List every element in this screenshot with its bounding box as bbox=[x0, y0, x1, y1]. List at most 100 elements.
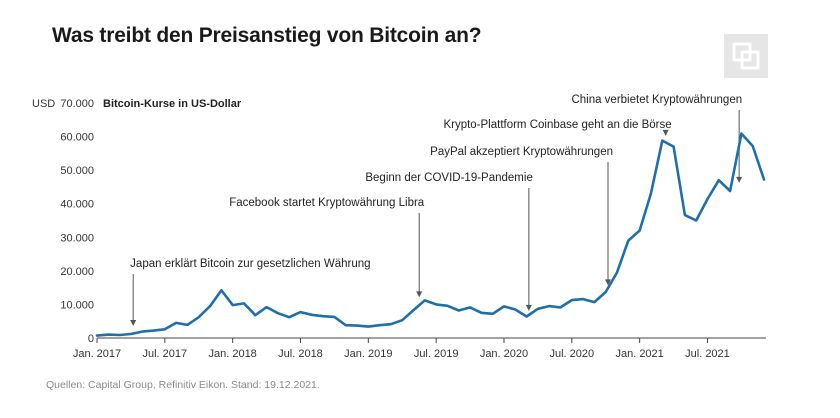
data-point bbox=[706, 198, 709, 200]
data-point bbox=[299, 311, 302, 314]
data-point bbox=[457, 309, 460, 312]
y-axis-title: Bitcoin-Kurse in US-Dollar bbox=[103, 98, 242, 110]
annotation-arrow-icon bbox=[130, 319, 137, 326]
y-tick-label: 10.000 bbox=[60, 299, 94, 311]
data-point bbox=[310, 313, 313, 316]
data-point bbox=[469, 306, 471, 309]
data-point bbox=[638, 229, 641, 232]
data-point bbox=[265, 306, 268, 309]
data-point bbox=[412, 309, 415, 312]
data-point bbox=[751, 145, 754, 147]
data-point bbox=[231, 304, 234, 306]
annotation-label: PayPal akzeptiert Kryptowährungen bbox=[430, 146, 613, 158]
data-point bbox=[175, 321, 178, 324]
data-point bbox=[548, 305, 551, 308]
data-point bbox=[480, 311, 483, 314]
data-point bbox=[96, 334, 98, 337]
annotation-label: Krypto-Plattform Coinbase geht an die Bö… bbox=[443, 119, 671, 131]
data-point bbox=[627, 239, 630, 242]
data-point bbox=[378, 324, 381, 327]
x-tick-label: Jan. 2017 bbox=[73, 348, 121, 360]
data-point bbox=[514, 308, 517, 311]
page-title: Was treibt den Preisanstieg von Bitcoin … bbox=[52, 24, 482, 47]
data-point bbox=[209, 305, 211, 308]
data-point bbox=[322, 315, 325, 318]
series-line-bitcoin bbox=[95, 132, 766, 337]
data-point bbox=[525, 315, 528, 318]
data-point bbox=[740, 132, 743, 135]
y-unit-label: USD bbox=[32, 98, 55, 110]
data-point bbox=[220, 289, 223, 292]
data-point bbox=[276, 312, 279, 315]
x-tick-label: Jul. 2020 bbox=[549, 348, 594, 360]
data-point bbox=[672, 145, 675, 148]
data-point bbox=[367, 325, 370, 328]
data-point bbox=[491, 312, 494, 315]
data-point bbox=[333, 315, 336, 318]
data-point bbox=[559, 306, 562, 309]
y-tick-label: 70.000 bbox=[60, 98, 94, 110]
series bbox=[95, 132, 766, 337]
data-point bbox=[763, 178, 765, 181]
data-point bbox=[163, 328, 166, 331]
annotation-label: Beginn der COVID-19-Pandemie bbox=[365, 172, 532, 184]
annotation-arrow-icon bbox=[416, 291, 423, 298]
data-point bbox=[288, 316, 291, 319]
data-point bbox=[593, 301, 596, 303]
x-tick-label: Jul. 2019 bbox=[414, 348, 459, 360]
x-tick-label: Jan. 2021 bbox=[615, 348, 663, 360]
y-tick-label: 30.000 bbox=[60, 232, 94, 244]
data-point bbox=[423, 299, 426, 302]
data-point bbox=[243, 302, 245, 305]
y-tick-label: 0 bbox=[88, 333, 94, 345]
data-point bbox=[661, 139, 664, 142]
data-point bbox=[130, 333, 132, 335]
x-tick-label: Jul. 2018 bbox=[278, 348, 323, 360]
y-tick-label: 50.000 bbox=[60, 165, 94, 177]
data-point bbox=[683, 214, 686, 217]
annotation-label: China verbietet Kryptowährungen bbox=[571, 94, 742, 106]
data-point bbox=[356, 324, 358, 327]
data-point bbox=[186, 324, 189, 326]
y-tick-label: 20.000 bbox=[60, 266, 94, 278]
annotation-label: Facebook startet Kryptowährung Libra bbox=[229, 197, 425, 209]
annotation-arrow-icon bbox=[525, 304, 532, 311]
data-point bbox=[254, 314, 257, 317]
data-point bbox=[390, 323, 392, 326]
x-tick-label: Jan. 2018 bbox=[208, 348, 256, 360]
data-point bbox=[717, 179, 720, 182]
data-point bbox=[141, 330, 144, 333]
source-note: Quellen: Capital Group, Refinitiv Eikon.… bbox=[46, 379, 320, 391]
data-point bbox=[604, 291, 607, 293]
data-point bbox=[503, 305, 505, 308]
data-point bbox=[344, 324, 347, 327]
y-tick-label: 40.000 bbox=[60, 199, 94, 211]
x-tick-label: Jan. 2020 bbox=[480, 348, 528, 360]
y-tick-label: 60.000 bbox=[60, 132, 94, 144]
x-tick-label: Jan. 2019 bbox=[344, 348, 392, 360]
data-point bbox=[197, 316, 200, 319]
data-point bbox=[401, 319, 404, 322]
annotation-arrow-icon bbox=[662, 129, 669, 136]
x-tick-label: Jul. 2017 bbox=[143, 348, 188, 360]
data-point bbox=[536, 307, 539, 310]
data-point bbox=[152, 329, 155, 332]
annotation-arrow-icon bbox=[736, 176, 743, 183]
data-point bbox=[695, 219, 698, 222]
y-axis-labels: 0 10.000 20.000 30.000 40.000 50.000 60.000 70.… bbox=[32, 98, 242, 345]
data-point bbox=[446, 304, 449, 307]
data-point bbox=[570, 299, 573, 301]
annotation-arrow-icon bbox=[604, 279, 611, 286]
x-tick-label: Jul. 2021 bbox=[685, 348, 730, 360]
data-point bbox=[107, 333, 110, 336]
data-point bbox=[435, 303, 438, 306]
data-point bbox=[650, 192, 652, 195]
data-point bbox=[118, 334, 121, 336]
capital-group-logo-icon bbox=[724, 34, 768, 78]
data-point bbox=[616, 271, 618, 274]
data-point bbox=[582, 298, 585, 300]
annotation-label: Japan erklärt Bitcoin zur gesetzlichen W… bbox=[130, 258, 370, 270]
data-point bbox=[729, 190, 731, 192]
x-axis: Jan. 2017 Jul. 2017 Jan. 2018 Jul. 2018 Jan.… bbox=[73, 337, 766, 360]
